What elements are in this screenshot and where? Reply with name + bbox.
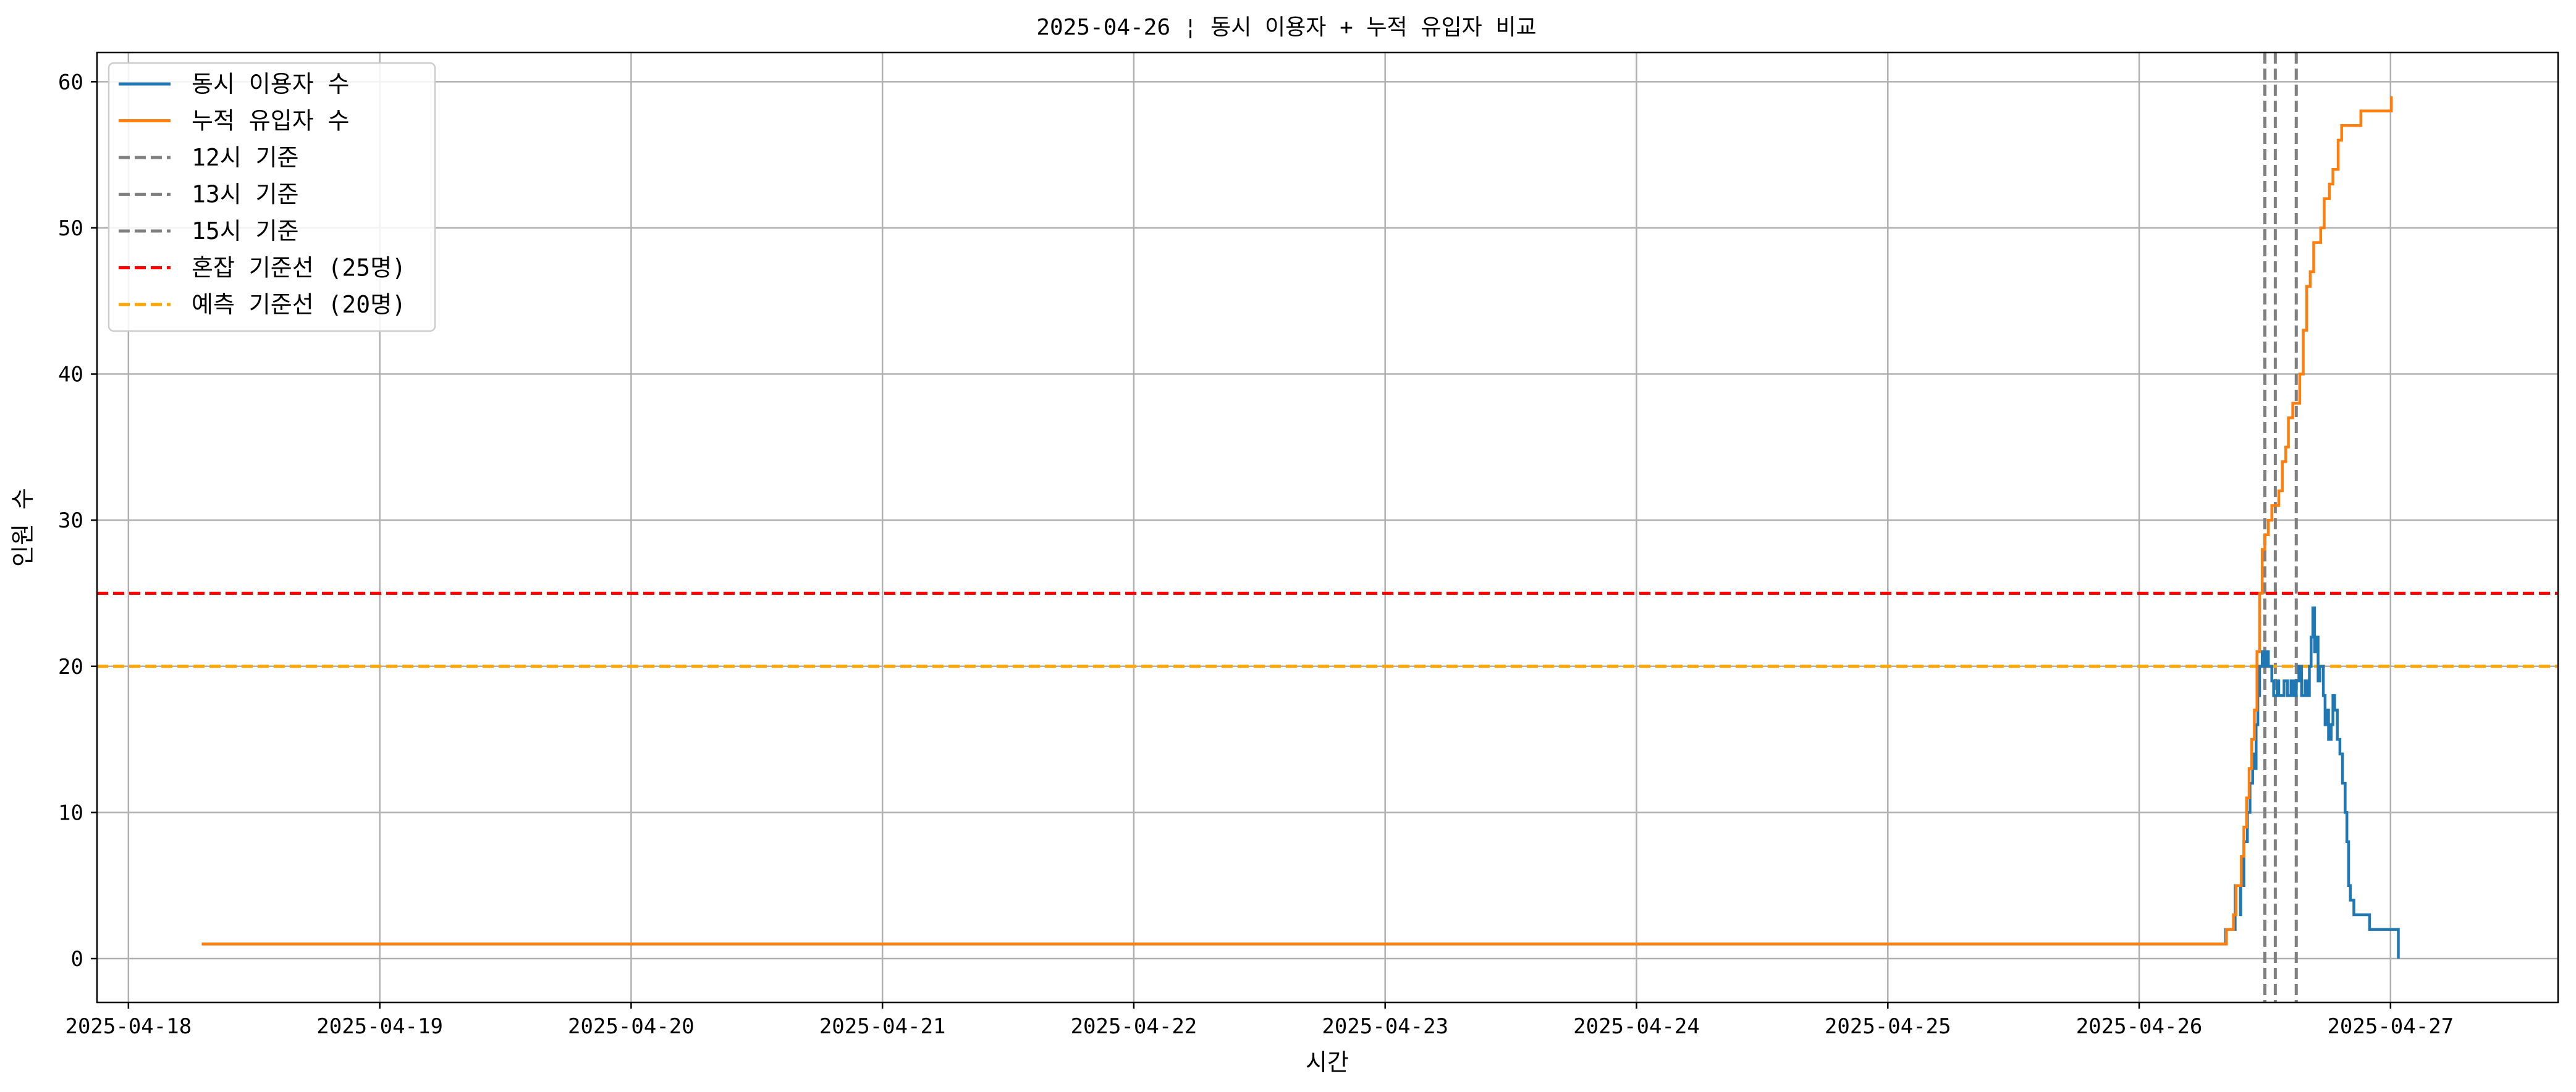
x-tick-label: 2025-04-27 bbox=[2327, 1014, 2454, 1039]
legend-label: 13시 기준 bbox=[192, 181, 299, 208]
y-tick-label: 50 bbox=[58, 216, 83, 241]
x-tick-label: 2025-04-22 bbox=[1071, 1014, 1197, 1039]
y-axis-title: 인원 수 bbox=[9, 488, 36, 567]
y-tick-label: 60 bbox=[58, 70, 83, 94]
y-tick-label: 40 bbox=[58, 363, 83, 387]
x-tick-label: 2025-04-26 bbox=[2076, 1014, 2203, 1039]
y-tick-label: 20 bbox=[58, 655, 83, 679]
x-axis-title: 시간 bbox=[1306, 1049, 1349, 1076]
chart-title: 2025-04-26 ¦ 동시 이용자 + 누적 유입자 비교 bbox=[1036, 15, 1536, 40]
y-tick-label: 30 bbox=[58, 508, 83, 533]
legend-label: 혼잡 기준선 (25명) bbox=[192, 254, 406, 282]
grid bbox=[97, 52, 2558, 1002]
legend-box bbox=[108, 62, 436, 332]
x-tick-label: 2025-04-23 bbox=[1322, 1014, 1448, 1039]
legend-label: 누적 유입자 수 bbox=[192, 107, 350, 135]
plot-area-frame bbox=[96, 51, 2559, 1004]
series-line-1 bbox=[201, 96, 2393, 946]
legend-label: 15시 기준 bbox=[192, 217, 299, 245]
x-tick-label: 2025-04-21 bbox=[819, 1014, 946, 1039]
x-tick-label: 2025-04-25 bbox=[1825, 1014, 1951, 1039]
reference-lines bbox=[97, 52, 2558, 1002]
x-tick-label: 2025-04-19 bbox=[316, 1014, 443, 1039]
series-line-0 bbox=[201, 606, 2400, 959]
legend-label: 12시 기준 bbox=[192, 144, 299, 171]
y-tick-label: 10 bbox=[58, 800, 83, 825]
axis-ticks: 2025-04-18 2025-04-19 2025-04-20 2025-04-21… bbox=[58, 70, 2454, 1039]
x-tick-label: 2025-04-18 bbox=[65, 1014, 192, 1039]
legend-label: 동시 이용자 수 bbox=[192, 70, 350, 98]
legend-label: 예측 기준선 (20명) bbox=[192, 291, 406, 318]
y-tick-label: 0 bbox=[71, 947, 83, 972]
x-tick-label: 2025-04-20 bbox=[568, 1014, 695, 1039]
x-tick-label: 2025-04-24 bbox=[1573, 1014, 1700, 1039]
data-series bbox=[201, 96, 2400, 959]
